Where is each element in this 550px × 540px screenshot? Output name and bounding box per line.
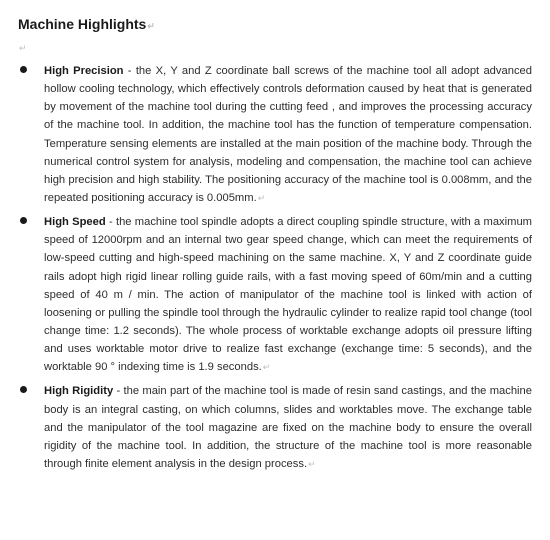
paragraph-mark-icon: ↵ xyxy=(258,193,266,203)
list-item-body: High Speed - the machine tool spindle ad… xyxy=(44,213,532,376)
paragraph-mark-icon: ↵ xyxy=(19,43,27,53)
highlights-list: High Precision - the X, Y and Z coordina… xyxy=(18,62,532,473)
paragraph-mark-icon: ↵ xyxy=(147,21,155,31)
list-item-body: High Rigidity - the main part of the mac… xyxy=(44,382,532,473)
page-title-text: Machine Highlights xyxy=(18,16,146,32)
list-item: High Speed - the machine tool spindle ad… xyxy=(18,213,532,376)
list-item-text: - the machine tool spindle adopts a dire… xyxy=(44,216,532,373)
heading-gap-mark: ↵ xyxy=(18,38,532,56)
paragraph-mark-icon: ↵ xyxy=(263,362,271,372)
list-item: High Rigidity - the main part of the mac… xyxy=(18,382,532,473)
list-item-text: - the X, Y and Z coordinate ball screws … xyxy=(44,65,532,204)
list-item-title: High Precision xyxy=(44,65,124,77)
list-item-text: - the main part of the machine tool is m… xyxy=(44,385,532,470)
page-title: Machine Highlights↵ xyxy=(18,16,532,32)
list-item-body: High Precision - the X, Y and Z coordina… xyxy=(44,62,532,207)
list-item-title: High Speed xyxy=(44,216,106,228)
list-item: High Precision - the X, Y and Z coordina… xyxy=(18,62,532,207)
list-item-title: High Rigidity xyxy=(44,385,113,397)
paragraph-mark-icon: ↵ xyxy=(308,459,316,469)
